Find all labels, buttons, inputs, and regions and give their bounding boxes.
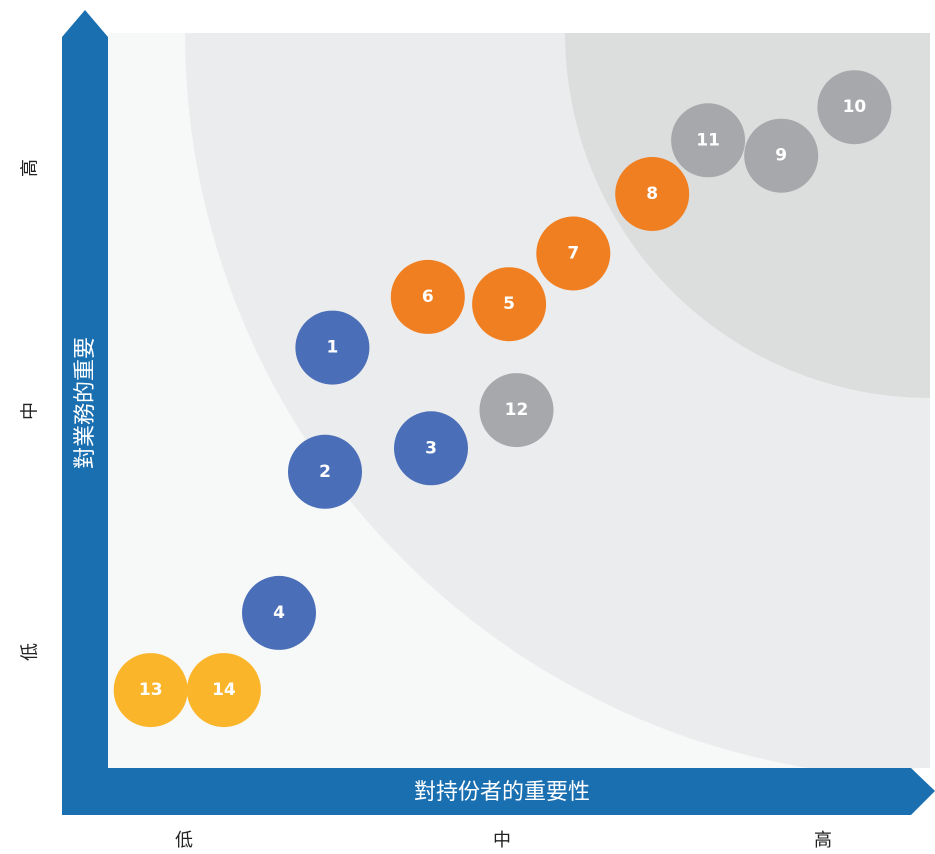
bubble-label-12: 12 <box>505 400 529 420</box>
bubble-label-10: 10 <box>843 97 867 117</box>
bubble-6 <box>390 259 465 334</box>
bubble-label-3: 3 <box>425 438 437 458</box>
x-axis-title: 對持份者的重要性 <box>414 780 590 805</box>
bubble-label-9: 9 <box>775 146 787 166</box>
x-tick-medium: 中 <box>493 830 511 851</box>
x-axis-arrow <box>62 768 935 815</box>
bubble-label-2: 2 <box>319 462 331 482</box>
bubble-label-13: 13 <box>139 680 163 700</box>
x-tick-low: 低 <box>175 830 193 851</box>
bubble-label-5: 5 <box>503 294 515 314</box>
y-tick-medium: 中 <box>20 402 41 420</box>
bubble-label-14: 14 <box>212 680 236 700</box>
y-axis-title: 對業務的重要 <box>73 337 98 469</box>
y-tick-low: 低 <box>20 643 41 661</box>
bubble-label-8: 8 <box>646 184 658 204</box>
y-tick-high: 高 <box>20 159 41 177</box>
bubble-1 <box>295 310 370 385</box>
x-tick-high: 高 <box>814 830 832 851</box>
bubble-5 <box>472 267 547 342</box>
bubble-label-6: 6 <box>422 287 434 307</box>
bubble-label-11: 11 <box>696 130 720 150</box>
bubble-label-4: 4 <box>273 603 285 623</box>
y-axis-arrow <box>62 10 108 768</box>
bubble-11 <box>671 103 746 178</box>
bubble-label-7: 7 <box>567 244 579 264</box>
bubble-label-1: 1 <box>326 338 338 358</box>
bubble-13 <box>113 653 188 728</box>
bubble-7 <box>536 216 611 291</box>
bubble-2 <box>288 434 362 509</box>
bubble-10 <box>817 70 892 145</box>
bubble-3 <box>394 411 468 486</box>
bubble-9 <box>744 118 819 193</box>
bubble-12 <box>479 373 554 448</box>
bubble-4 <box>242 575 316 650</box>
bubble-14 <box>186 653 261 728</box>
bubble-8 <box>615 157 690 231</box>
